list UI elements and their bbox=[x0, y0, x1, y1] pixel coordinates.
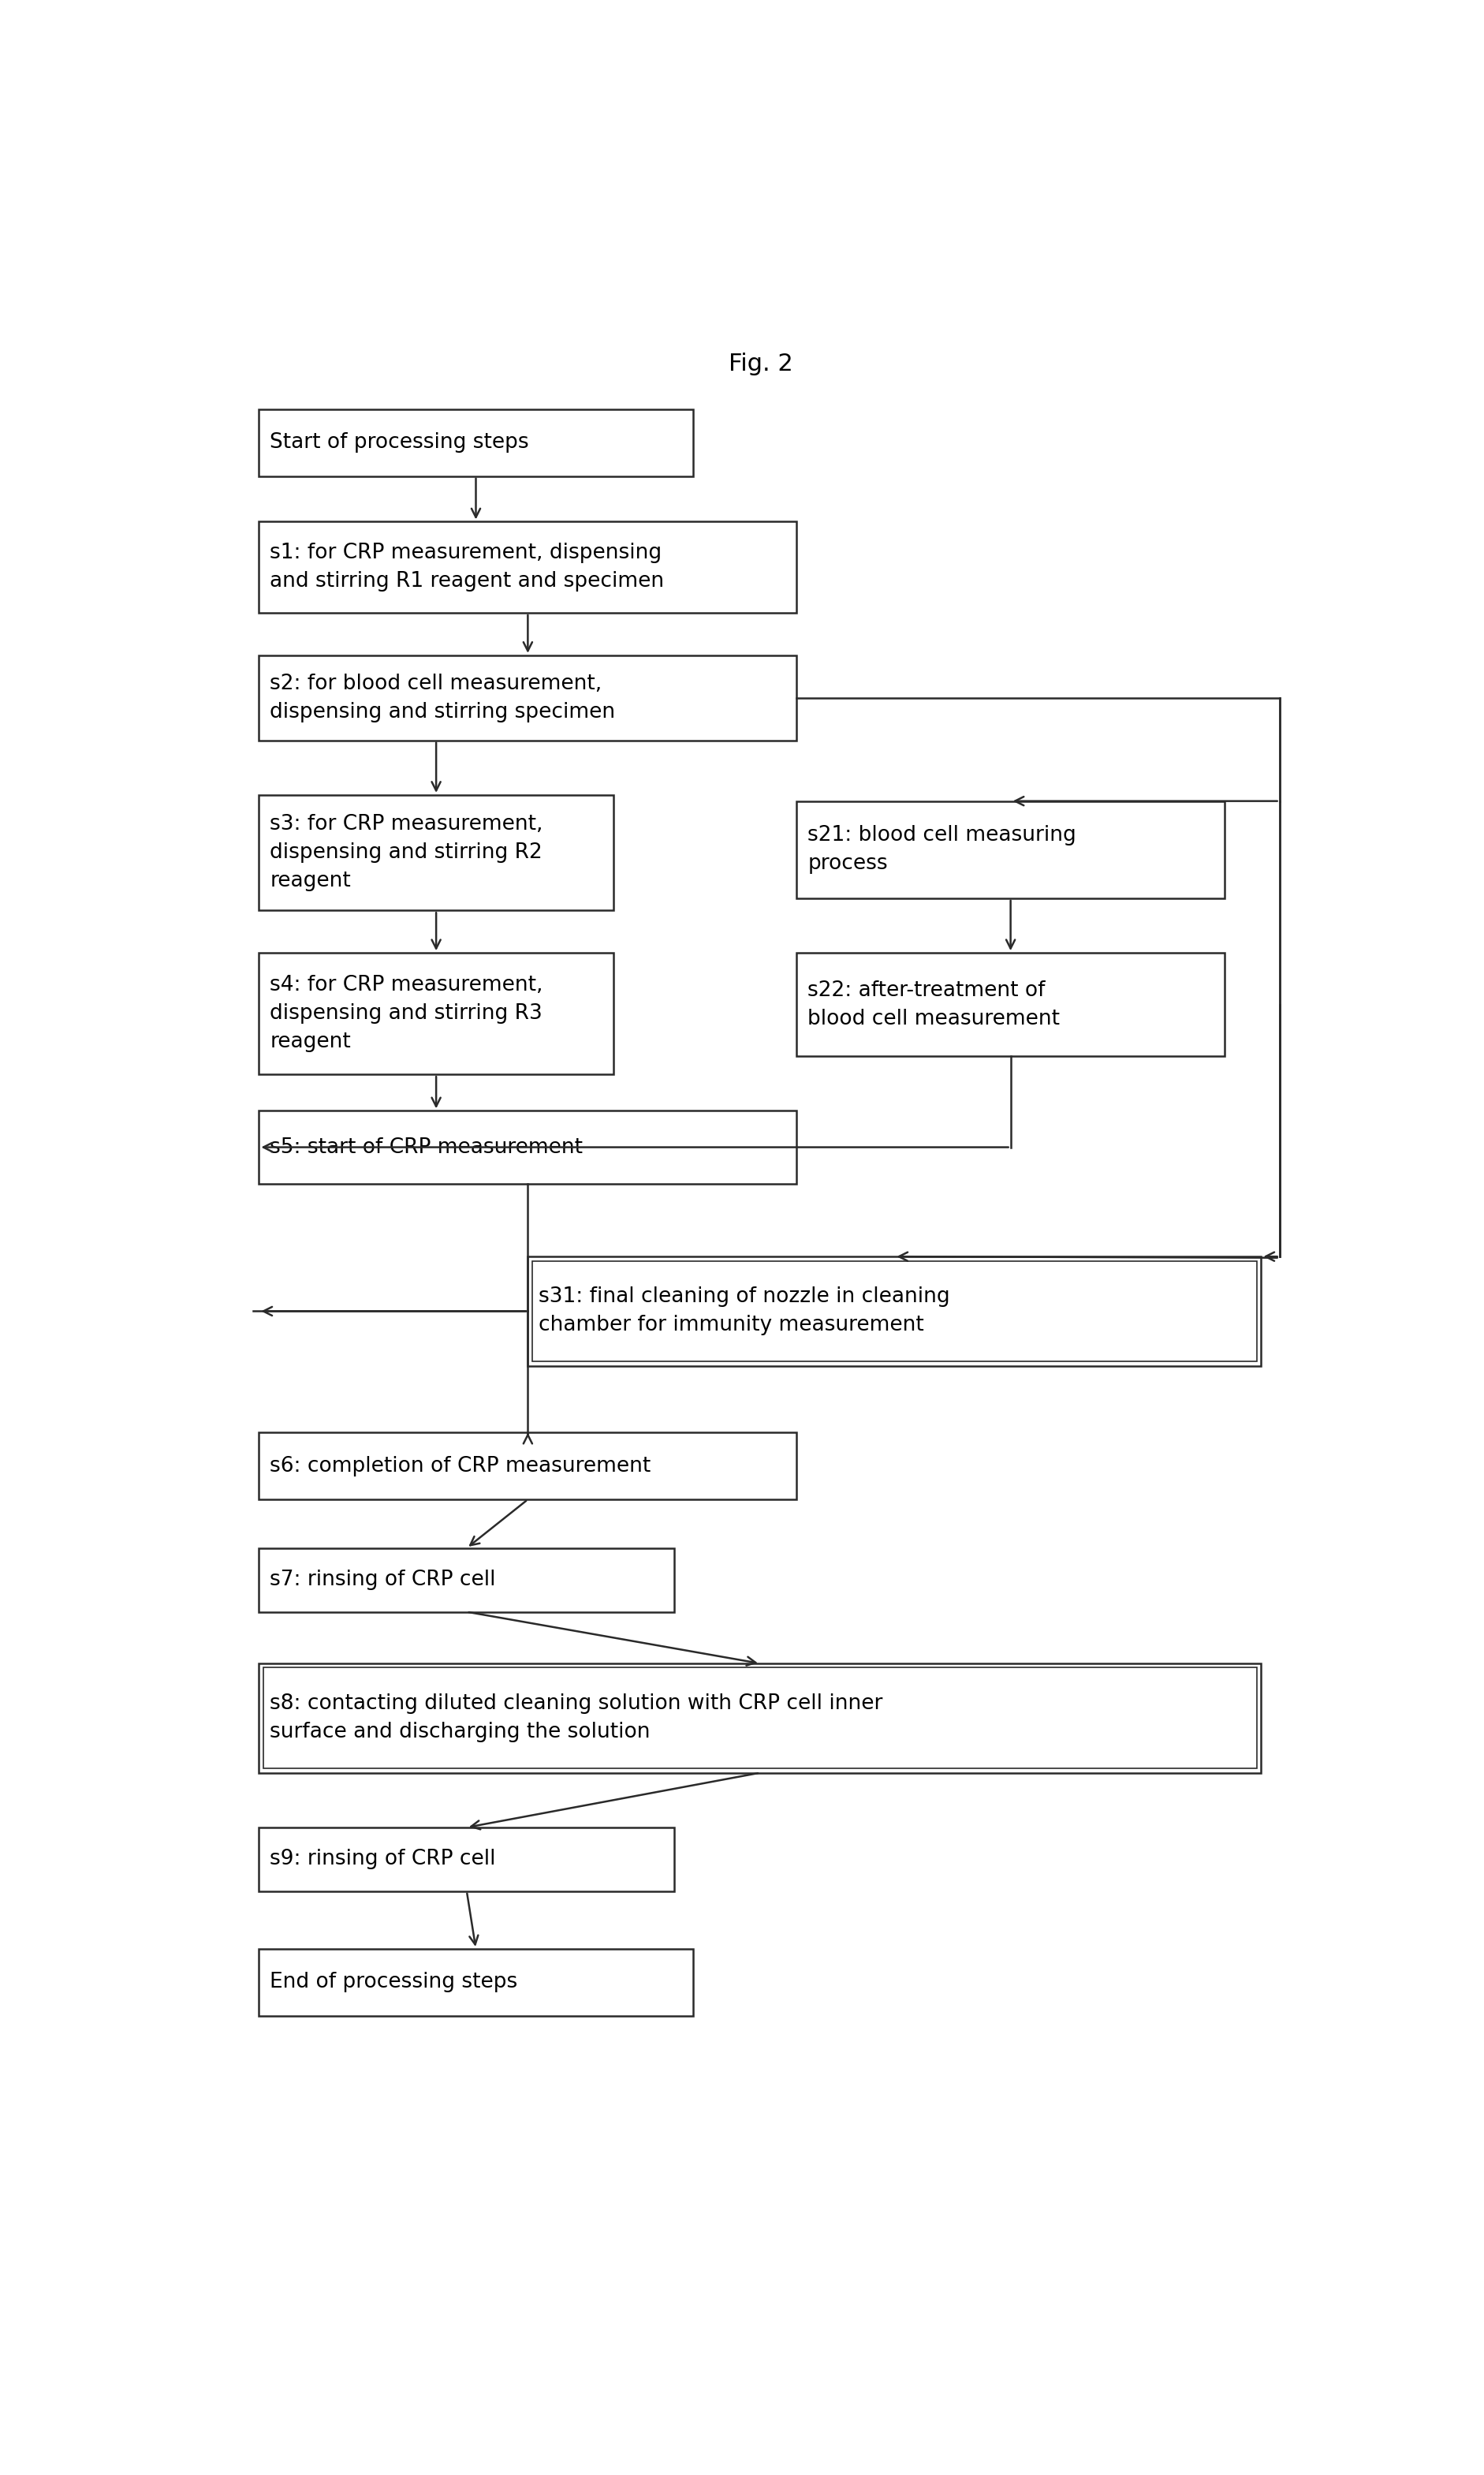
Text: End of processing steps: End of processing steps bbox=[270, 1973, 518, 1992]
Text: s1: for CRP measurement, dispensing
and stirring R1 reagent and specimen: s1: for CRP measurement, dispensing and … bbox=[270, 542, 663, 592]
Text: s5: start of CRP measurement: s5: start of CRP measurement bbox=[270, 1136, 583, 1158]
Text: s3: for CRP measurement,
dispensing and stirring R2
reagent: s3: for CRP measurement, dispensing and … bbox=[270, 814, 543, 891]
Text: s21: blood cell measuring
process: s21: blood cell measuring process bbox=[807, 824, 1076, 874]
Bar bbox=[258, 1948, 693, 2015]
Bar bbox=[258, 408, 693, 475]
Bar bbox=[258, 1827, 674, 1891]
Bar bbox=[258, 1111, 797, 1183]
Bar bbox=[258, 794, 613, 911]
Bar bbox=[258, 656, 797, 740]
Bar bbox=[797, 953, 1224, 1057]
Text: s22: after-treatment of
blood cell measurement: s22: after-treatment of blood cell measu… bbox=[807, 980, 1060, 1030]
Bar bbox=[258, 953, 613, 1074]
Text: s31: final cleaning of nozzle in cleaning
chamber for immunity measurement: s31: final cleaning of nozzle in cleanin… bbox=[539, 1287, 950, 1336]
Text: Start of processing steps: Start of processing steps bbox=[270, 433, 528, 453]
Text: s4: for CRP measurement,
dispensing and stirring R3
reagent: s4: for CRP measurement, dispensing and … bbox=[270, 975, 543, 1052]
Bar bbox=[527, 1257, 1260, 1366]
Text: s6: completion of CRP measurement: s6: completion of CRP measurement bbox=[270, 1455, 650, 1475]
Bar bbox=[258, 1663, 1260, 1772]
Bar bbox=[797, 802, 1224, 898]
Text: s2: for blood cell measurement,
dispensing and stirring specimen: s2: for blood cell measurement, dispensi… bbox=[270, 673, 614, 723]
Text: s9: rinsing of CRP cell: s9: rinsing of CRP cell bbox=[270, 1849, 496, 1869]
Bar bbox=[258, 1433, 797, 1500]
Bar bbox=[531, 1260, 1255, 1361]
Text: s8: contacting diluted cleaning solution with CRP cell inner
surface and dischar: s8: contacting diluted cleaning solution… bbox=[270, 1693, 883, 1742]
Text: s7: rinsing of CRP cell: s7: rinsing of CRP cell bbox=[270, 1569, 496, 1591]
Bar bbox=[263, 1668, 1255, 1770]
Text: Fig. 2: Fig. 2 bbox=[729, 351, 792, 376]
Bar bbox=[258, 1547, 674, 1611]
Bar bbox=[258, 522, 797, 614]
